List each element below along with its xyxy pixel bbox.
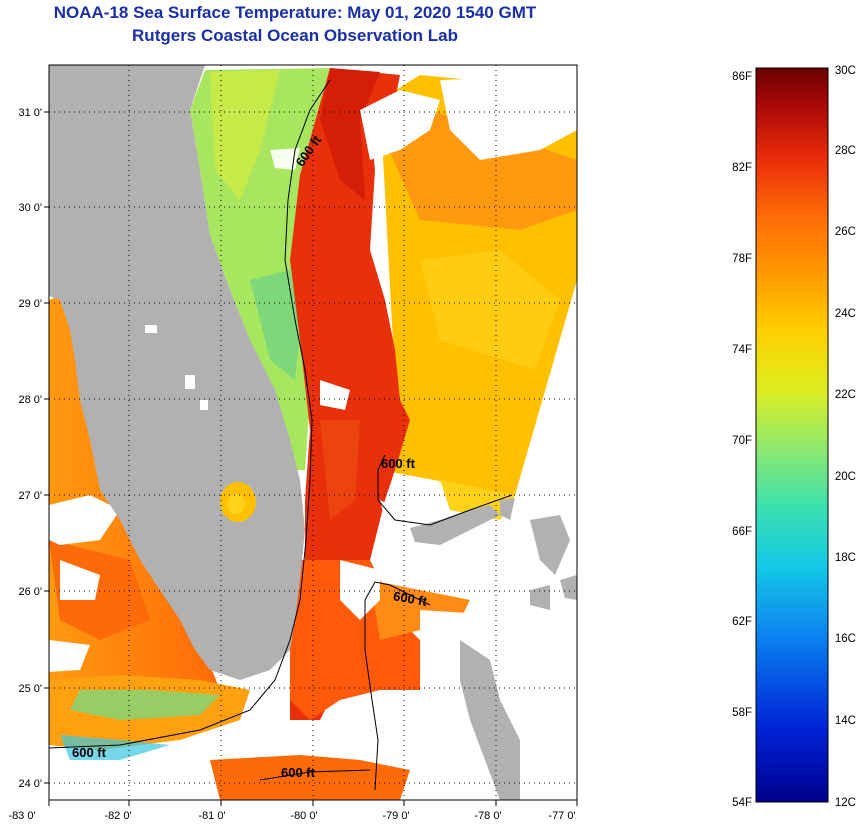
lat-label: 27 0' — [18, 490, 42, 502]
gulf-stream — [290, 68, 410, 720]
colorbar-f-label: 78F — [732, 253, 752, 265]
florida-land — [49, 65, 305, 680]
lon-label: -78 0' — [474, 810, 501, 822]
colorbar-c-label: 22C — [835, 389, 856, 401]
grand-bahama — [410, 505, 500, 545]
colorbar-c-label: 28C — [835, 145, 856, 157]
axis-ticks — [44, 111, 578, 806]
colorbar-c-label: 18C — [835, 552, 856, 564]
colorbar-f-label: 74F — [732, 344, 752, 356]
lon-label: -81 0' — [198, 810, 225, 822]
isobath-600ft-straits — [364, 581, 431, 791]
abaco-island — [530, 515, 570, 575]
colorbar-f-label: 66F — [732, 526, 752, 538]
contour-label-600ft: 600 ft — [381, 456, 416, 471]
lon-label: -79 0' — [382, 810, 409, 822]
map-title: NOAA-18 Sea Surface Temperature: May 01,… — [53, 3, 537, 22]
colorbar — [755, 67, 829, 803]
colorbar-c-label: 14C — [835, 715, 856, 727]
contour-label-600ft: 600 ft — [72, 745, 107, 760]
colorbar-f-label: 70F — [732, 435, 752, 447]
colorbar-c-label: 30C — [835, 65, 856, 77]
lat-label: 31 0' — [18, 107, 42, 119]
colorbar-c-label: 26C — [835, 226, 856, 238]
graticule — [49, 65, 577, 800]
colorbar-c-label: 20C — [835, 471, 856, 483]
isobath-600ft-florida — [49, 79, 331, 749]
lon-label: -77 0' — [548, 810, 575, 822]
lon-label: -80 0' — [290, 810, 317, 822]
colorbar-c-label: 24C — [835, 308, 856, 320]
lat-label: 26 0' — [18, 586, 42, 598]
colorbar-f-label: 82F — [732, 162, 752, 174]
colorbar-c-label: 12C — [835, 797, 856, 809]
lat-label: 28 0' — [18, 394, 42, 406]
lon-label: -82 0' — [104, 810, 131, 822]
lat-label: 29 0' — [18, 298, 42, 310]
colorbar-f-label: 54F — [732, 797, 752, 809]
contour-label-600ft: 600 ft — [392, 588, 429, 609]
isobath-600ft-bahama — [377, 454, 513, 526]
andros-island — [460, 640, 520, 800]
colorbar-c-label: 16C — [835, 633, 856, 645]
colorbar-f-label: 58F — [732, 707, 752, 719]
lon-label: -83 0' — [8, 810, 35, 822]
map-subtitle: Rutgers Coastal Ocean Observation Lab — [132, 26, 458, 45]
colorbar-f-label: 62F — [732, 616, 752, 628]
lat-label: 25 0' — [18, 683, 42, 695]
colorbar-f-label: 86F — [732, 71, 752, 83]
lat-label: 30 0' — [18, 202, 42, 214]
contour-label-600ft: 600 ft — [281, 765, 316, 780]
lat-label: 24 0' — [18, 778, 42, 790]
